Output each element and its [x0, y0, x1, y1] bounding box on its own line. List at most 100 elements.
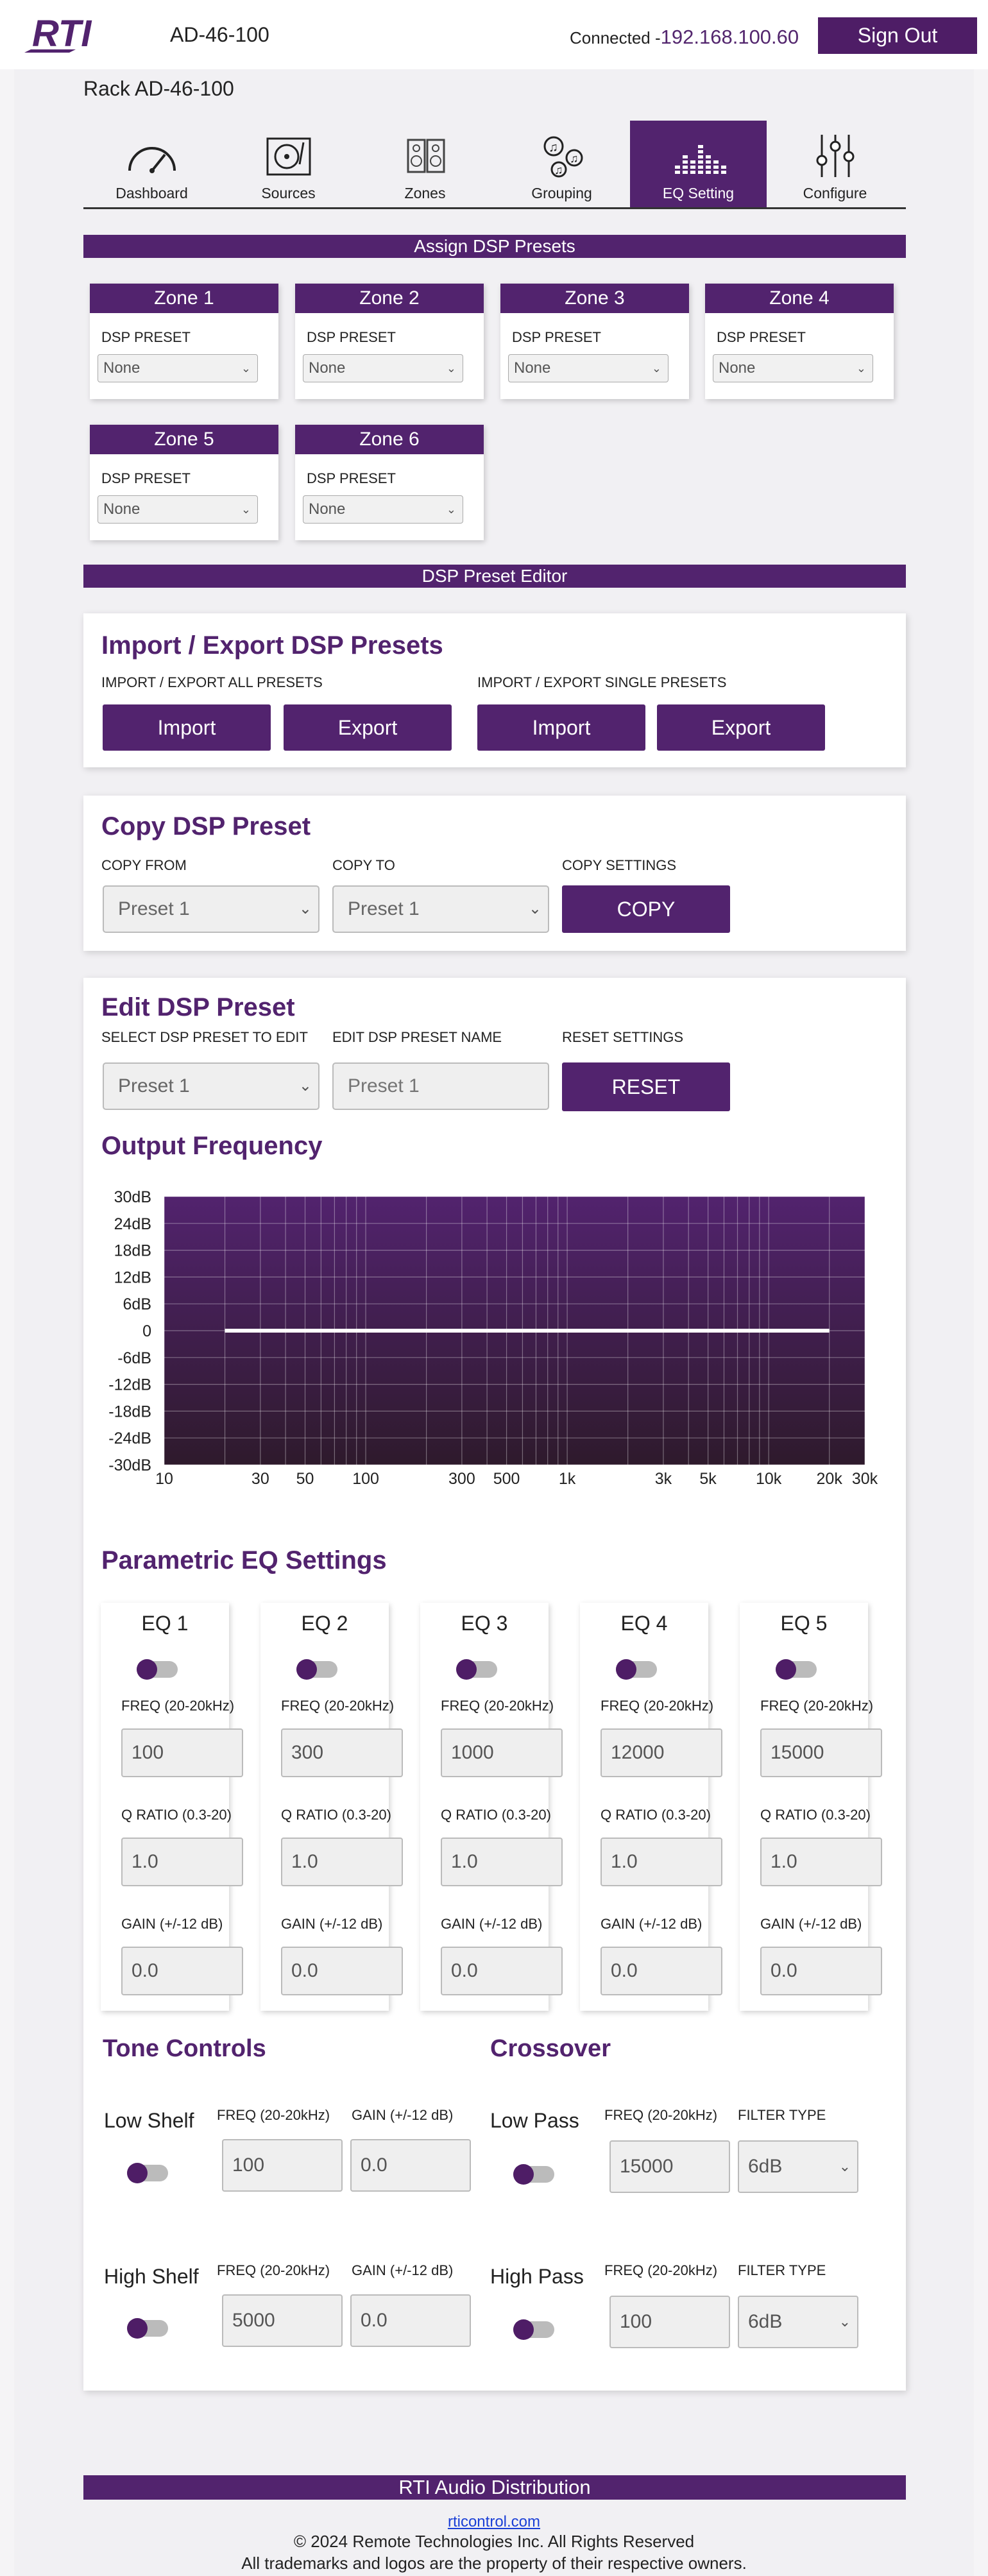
export-all-button[interactable]: Export	[284, 704, 452, 751]
eq-band-toggle[interactable]	[616, 1659, 657, 1680]
eq-freq-input[interactable]: 300	[281, 1728, 403, 1777]
dsp-preset-select[interactable]: None ⌄	[98, 354, 258, 382]
eq-q-label: Q RATIO (0.3-20)	[441, 1807, 551, 1823]
zone-title: Zone 3	[500, 284, 689, 313]
high-shelf-toggle[interactable]	[127, 2318, 168, 2339]
x-tick-label: 10	[155, 1470, 173, 1488]
low-shelf-gain-input[interactable]: 0.0	[350, 2139, 471, 2192]
low-pass-filter-label: FILTER TYPE	[738, 2107, 826, 2123]
copy-preset-panel: Copy DSP Preset COPY FROM COPY TO COPY S…	[83, 796, 906, 951]
copy-button[interactable]: COPY	[562, 885, 730, 933]
eq-gain-label: GAIN (+/-12 dB)	[760, 1916, 862, 1932]
eq-q-input[interactable]: 1.0	[760, 1838, 882, 1886]
toggle-knob	[127, 2318, 148, 2339]
high-shelf-freq-input[interactable]: 5000	[222, 2294, 343, 2347]
tab-sources[interactable]: Sources	[220, 121, 357, 207]
eq-freq-label: FREQ (20-20kHz)	[281, 1698, 395, 1714]
tab-configure[interactable]: Configure	[767, 121, 903, 207]
eq-band-toggle[interactable]	[137, 1659, 178, 1680]
output-frequency-chart: 30dB 24dB 18dB 12dB 6dB 0 -6dB -12dB -18dB -24dB -…	[108, 1188, 878, 1488]
tab-eq-setting[interactable]: EQ Setting	[630, 121, 767, 207]
import-all-button[interactable]: Import	[103, 704, 271, 751]
copy-to-select[interactable]: Preset 1 ⌄	[332, 885, 549, 933]
tab-dashboard[interactable]: Dashboard	[83, 121, 220, 207]
high-pass-filter-select[interactable]: 6dB ⌄	[738, 2296, 858, 2348]
eq-freq-input[interactable]: 100	[121, 1728, 243, 1777]
eq-gain-input[interactable]: 0.0	[121, 1947, 243, 1995]
dsp-preset-select[interactable]: None ⌄	[508, 354, 669, 382]
edit-preset-title: Edit DSP Preset	[101, 993, 295, 1021]
high-shelf-label: High Shelf	[104, 2265, 199, 2288]
preset-select-value: Preset 1	[118, 1075, 190, 1096]
chevron-down-icon: ⌄	[651, 362, 661, 375]
preset-select[interactable]: Preset 1 ⌄	[103, 1062, 319, 1110]
parametric-eq-title: Parametric EQ Settings	[101, 1546, 387, 1574]
export-single-button[interactable]: Export	[657, 704, 825, 751]
y-tick-label: 18dB	[114, 1242, 151, 1260]
low-pass-freq-input[interactable]: 15000	[609, 2140, 730, 2193]
low-pass-filter-select[interactable]: 6dB ⌄	[738, 2140, 858, 2193]
low-shelf-toggle[interactable]	[127, 2163, 168, 2183]
dsp-preset-select[interactable]: None ⌄	[303, 354, 463, 382]
tab-label: Zones	[404, 185, 446, 201]
eq-freq-input[interactable]: 15000	[760, 1728, 882, 1777]
high-pass-filter-value: 6dB	[748, 2311, 783, 2332]
eq-freq-label: FREQ (20-20kHz)	[760, 1698, 874, 1714]
sign-out-button[interactable]: Sign Out	[818, 17, 977, 54]
high-pass-toggle[interactable]	[513, 2319, 554, 2340]
reset-button[interactable]: RESET	[562, 1062, 730, 1111]
eq-gain-input[interactable]: 0.0	[600, 1947, 722, 1995]
rti-website-link[interactable]: rticontrol.com	[447, 2513, 541, 2530]
connection-status: Connected -192.168.100.60	[570, 26, 799, 49]
low-pass-toggle[interactable]	[513, 2164, 554, 2185]
dsp-preset-value: None	[103, 500, 141, 518]
high-pass-label: High Pass	[490, 2265, 584, 2288]
rack-title: Rack AD-46-100	[83, 77, 234, 100]
dsp-preset-select[interactable]: None ⌄	[98, 495, 258, 524]
dsp-preset-select[interactable]: None ⌄	[713, 354, 873, 382]
toggle-knob	[616, 1659, 636, 1680]
y-tick-label: 0	[142, 1322, 151, 1340]
dsp-preset-select[interactable]: None ⌄	[303, 495, 463, 524]
tab-label: Configure	[803, 185, 867, 201]
eq-gain-input[interactable]: 0.0	[760, 1947, 882, 1995]
eq-gain-input[interactable]: 0.0	[441, 1947, 563, 1995]
high-shelf-gain-input[interactable]: 0.0	[350, 2294, 471, 2347]
dsp-preset-value: None	[719, 359, 756, 377]
tab-label: Grouping	[531, 185, 592, 201]
tab-label: EQ Setting	[662, 185, 735, 201]
x-tick-label: 5k	[699, 1470, 717, 1488]
tab-label: Sources	[261, 185, 316, 201]
copy-from-select[interactable]: Preset 1 ⌄	[103, 885, 319, 933]
eq-q-input[interactable]: 1.0	[281, 1838, 403, 1886]
eq-q-input[interactable]: 1.0	[600, 1838, 722, 1886]
import-single-button[interactable]: Import	[477, 704, 645, 751]
tab-zones[interactable]: Zones	[357, 121, 493, 207]
eq-band-title: EQ 1	[141, 1612, 189, 1635]
tab-grouping[interactable]: ♫ ♫ ♫ Grouping	[493, 121, 630, 207]
chevron-down-icon: ⌄	[528, 900, 541, 917]
low-pass-filter-value: 6dB	[748, 2156, 783, 2177]
music-notes-icon: ♫ ♫ ♫	[543, 136, 583, 178]
eq-band-toggle[interactable]	[776, 1659, 817, 1680]
eq-band-toggle[interactable]	[296, 1659, 337, 1680]
eq-q-input[interactable]: 1.0	[121, 1838, 243, 1886]
copy-from-value: Preset 1	[118, 898, 190, 919]
rti-logo[interactable]: RTI	[24, 14, 159, 56]
eq-q-label: Q RATIO (0.3-20)	[281, 1807, 391, 1823]
eq-freq-input[interactable]: 12000	[600, 1728, 722, 1777]
eq-band-toggle[interactable]	[456, 1659, 497, 1680]
low-shelf-freq-input[interactable]: 100	[222, 2139, 343, 2192]
eq-gain-input[interactable]: 0.0	[281, 1947, 403, 1995]
high-pass-freq-input[interactable]: 100	[609, 2296, 730, 2348]
eq-q-input[interactable]: 1.0	[441, 1838, 563, 1886]
reset-settings-label: RESET SETTINGS	[562, 1029, 684, 1045]
chevron-down-icon: ⌄	[839, 2314, 851, 2330]
svg-text:RTI: RTI	[32, 14, 92, 55]
sliders-icon	[816, 135, 854, 177]
dsp-preset-label: DSP PRESET	[307, 329, 396, 345]
preset-name-input[interactable]	[332, 1062, 549, 1110]
eq-freq-input[interactable]: 1000	[441, 1728, 563, 1777]
eq-band-card: EQ 2 FREQ (20-20kHz) 300 Q RATIO (0.3-20) 1.…	[260, 1603, 403, 2011]
main-tabs: Dashboard Sources Zones ♫ ♫ ♫ G	[83, 121, 906, 209]
